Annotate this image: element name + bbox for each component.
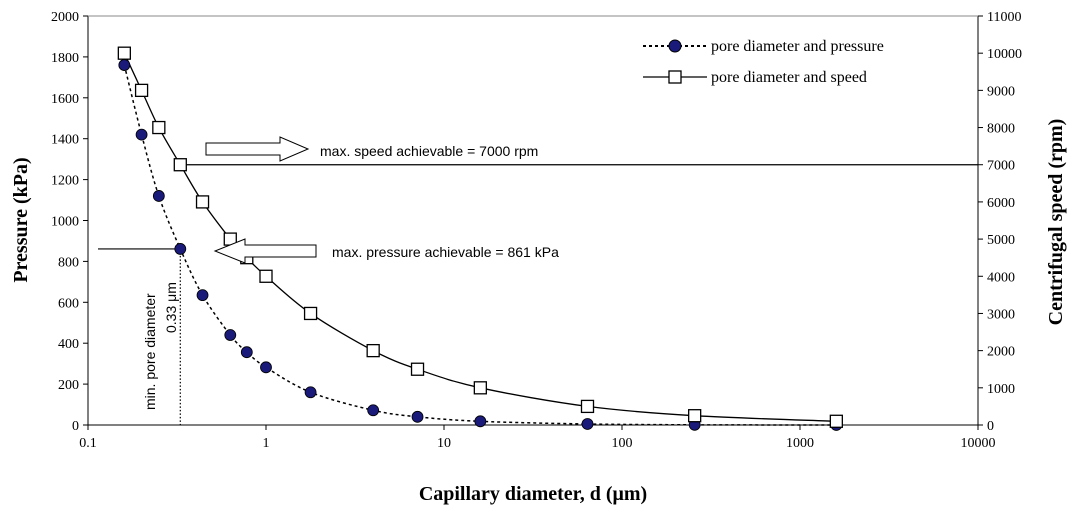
speed-point: [303, 306, 318, 321]
speed-point: [152, 120, 166, 135]
y-tick-label: 400: [58, 337, 79, 352]
y-axis-title: Pressure (kPa): [10, 157, 32, 282]
speed-point: [688, 409, 702, 423]
x-tick-label: 1: [263, 436, 270, 451]
min-pore-annotation-line2: 0.33 μm: [163, 282, 179, 333]
pressure-point: [152, 190, 165, 202]
y-tick-label: 1800: [51, 51, 79, 66]
legend-entry-pressure: pore diameter and pressure: [643, 38, 884, 55]
speed-point: [195, 195, 210, 209]
y2-tick-label: 9000: [987, 84, 1015, 99]
speed-point: [134, 83, 149, 98]
y2-tick-label: 0: [987, 419, 994, 434]
y2-tick-label: 3000: [987, 307, 1015, 322]
speed-arrow: [205, 136, 310, 162]
y2-tick-label: 11000: [987, 10, 1021, 25]
speed-point: [829, 414, 843, 428]
y2-tick-label: 10000: [987, 47, 1022, 62]
pressure-point: [367, 404, 380, 417]
speed-point: [580, 399, 595, 414]
x-tick-label: 10000: [961, 436, 996, 451]
pressure-point: [240, 346, 253, 359]
legend-marker-pressure: [668, 39, 682, 53]
legend-marker-speed: [668, 70, 682, 84]
y2-tick-label: 6000: [987, 196, 1015, 211]
pressure-arrow: [213, 238, 317, 264]
tick-labels-layer: 0.1 1 10 100 1000 100000200400600800100012001…: [51, 10, 1022, 451]
series-layer: [117, 46, 843, 431]
pressure-point: [196, 289, 209, 302]
y2-tick-label: 5000: [987, 233, 1015, 248]
legend-label-pressure: pore diameter and pressure: [711, 38, 884, 55]
y-tick-label: 1400: [51, 133, 79, 148]
y-tick-label: 1200: [51, 174, 79, 189]
speed-point: [259, 269, 273, 283]
y2-tick-label: 7000: [987, 159, 1015, 174]
y-tick-label: 1600: [51, 92, 79, 107]
x-tick-label: 0.1: [79, 436, 97, 451]
y-tick-label: 800: [58, 255, 79, 270]
x-tick-label: 10: [437, 436, 451, 451]
y2-tick-label: 8000: [987, 122, 1015, 137]
y-tick-label: 0: [72, 419, 79, 434]
x-tick-label: 100: [612, 436, 633, 451]
y2-tick-label: 4000: [987, 270, 1015, 285]
y-tick-label: 2000: [51, 10, 79, 25]
pressure-point: [135, 128, 148, 141]
pressure-point: [224, 329, 237, 341]
series-pressure-line: [123, 64, 837, 426]
y2-tick-label: 1000: [987, 382, 1015, 397]
y-tick-label: 200: [58, 378, 79, 393]
x-tick-label: 1000: [786, 436, 814, 451]
y2-tick-label: 2000: [987, 345, 1015, 360]
speed-annotation: max. speed achievable = 7000 rpm: [320, 143, 538, 159]
speed-point: [410, 362, 425, 376]
pressure-annotation: max. pressure achievable = 861 kPa: [332, 244, 559, 260]
y-tick-label: 600: [58, 296, 79, 311]
y-tick-label: 1000: [51, 215, 79, 230]
legend: pore diameter and pressure pore diameter…: [643, 38, 884, 86]
pressure-point: [474, 415, 487, 428]
speed-point: [173, 158, 187, 172]
y2-axis-title: Centrifugal speed (rpm): [1045, 119, 1067, 326]
speed-point: [366, 343, 380, 358]
min-pore-annotation-line1: min. pore diameter: [142, 293, 158, 410]
pressure-point: [304, 386, 317, 399]
x-axis-title: Capillary diameter, d (μm): [419, 483, 647, 505]
pressure-point: [411, 410, 424, 423]
pressure-point: [260, 361, 272, 374]
legend-entry-speed: pore diameter and speed: [643, 69, 867, 86]
speed-point: [117, 46, 131, 60]
legend-label-speed: pore diameter and speed: [711, 69, 867, 86]
speed-point: [473, 381, 487, 395]
pressure-point: [118, 59, 131, 71]
annotation-lines-layer: [98, 164, 978, 425]
pressure-point: [174, 243, 187, 255]
pressure-point: [581, 418, 594, 430]
